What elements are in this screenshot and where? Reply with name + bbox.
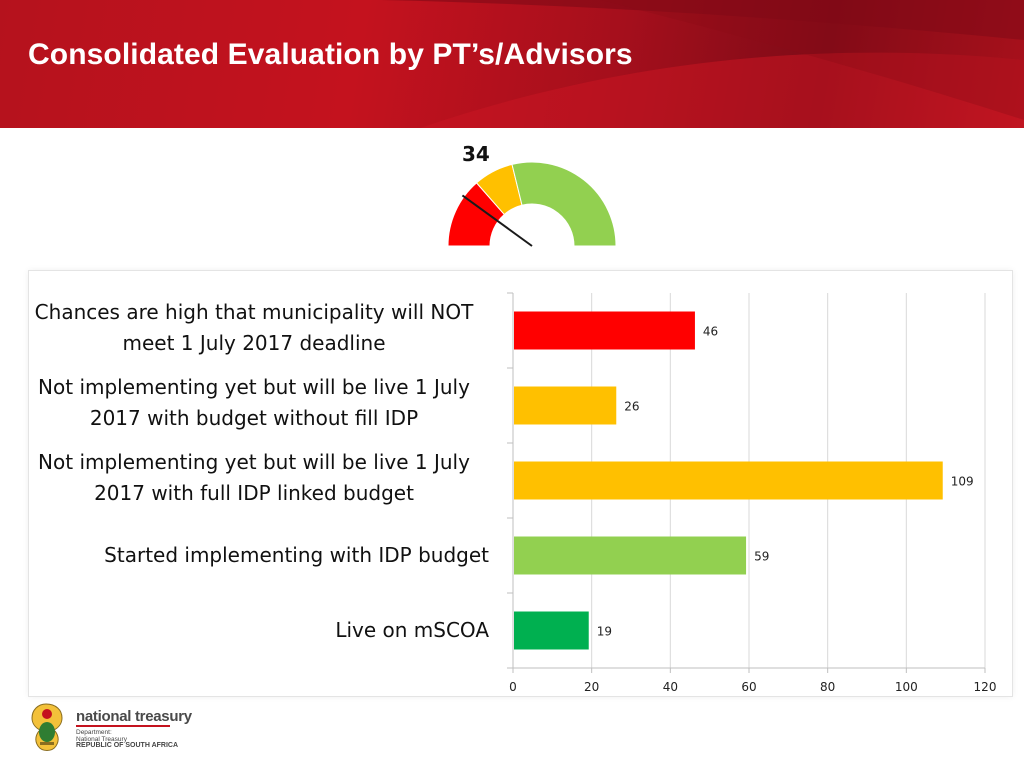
data-label-4: 19: [597, 625, 612, 639]
logo-dept-line1: Department:: [76, 729, 112, 736]
gauge: [447, 161, 617, 247]
bar-2: [514, 461, 943, 500]
x-tick-label: 20: [584, 680, 599, 694]
data-label-1: 26: [624, 400, 639, 414]
gauge-value: 34: [462, 142, 490, 166]
category-label-2: Not implementing yet but will be live 1 …: [38, 449, 470, 505]
page-title: Consolidated Evaluation by PT’s/Advisors: [28, 38, 633, 71]
logo-dept-line2: National Treasury: [76, 736, 127, 743]
x-tick-label: 60: [741, 680, 756, 694]
category-label-0: Chances are high that municipality will …: [34, 299, 474, 355]
gauge-needle: [461, 194, 533, 247]
logo-rule: [76, 725, 170, 727]
x-tick-label: 80: [820, 680, 835, 694]
x-tick-label: 100: [895, 680, 918, 694]
category-label-3: Started implementing with IDP budget: [104, 543, 489, 567]
header-banner: Consolidated Evaluation by PT’s/Advisors: [0, 0, 1024, 128]
data-label-2: 109: [951, 475, 974, 489]
data-label-3: 59: [754, 550, 769, 564]
x-tick-label: 0: [509, 680, 517, 694]
bar-0: [514, 311, 695, 350]
gauge-segment-2: [511, 161, 617, 247]
category-label-1: Not implementing yet but will be live 1 …: [38, 374, 470, 430]
bar-1: [514, 386, 617, 425]
coat-of-arms-icon: [31, 703, 63, 751]
category-label-4: Live on mSCOA: [335, 618, 489, 642]
data-label-0: 46: [703, 325, 718, 339]
x-tick-label: 40: [663, 680, 678, 694]
bar-3: [514, 536, 747, 575]
logo-dept-line3: REPUBLIC OF SOUTH AFRICA: [76, 742, 179, 749]
x-tick-label: 120: [974, 680, 997, 694]
bar-4: [514, 611, 589, 650]
header-swoosh: [0, 0, 1024, 128]
logo-wordmark: national treasury: [76, 708, 192, 725]
